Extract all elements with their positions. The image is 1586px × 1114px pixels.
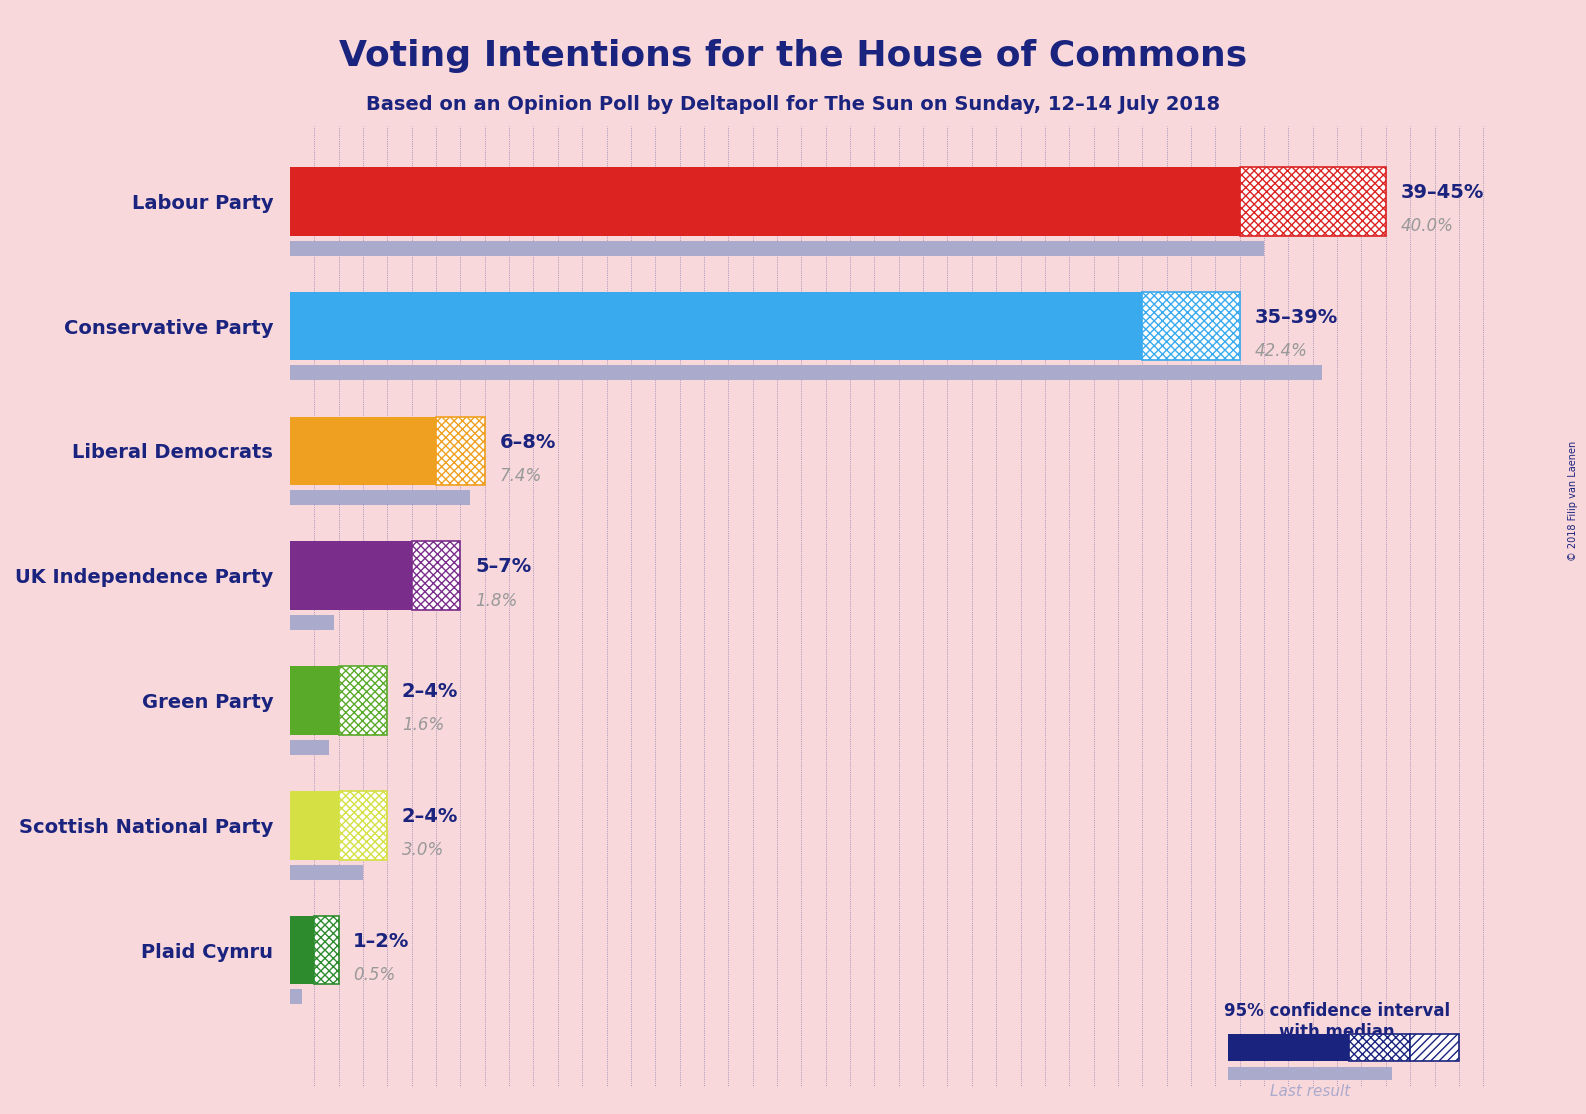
Bar: [290, 916, 314, 985]
Text: 95% confidence interval
with median: 95% confidence interval with median: [1224, 1003, 1450, 1042]
Text: 1.8%: 1.8%: [474, 592, 517, 609]
Bar: [1240, 167, 1386, 235]
Bar: [339, 666, 387, 735]
Bar: [1228, 1067, 1393, 1079]
Text: 1–2%: 1–2%: [354, 931, 409, 951]
Text: 39–45%: 39–45%: [1400, 183, 1484, 202]
Bar: [290, 541, 412, 610]
Text: Last result: Last result: [1269, 1084, 1350, 1098]
Bar: [290, 417, 436, 486]
Bar: [290, 241, 1264, 255]
Bar: [1350, 1034, 1410, 1062]
Bar: [290, 615, 333, 629]
Text: 5–7%: 5–7%: [474, 557, 531, 576]
Bar: [290, 167, 1240, 235]
Bar: [290, 365, 1323, 380]
Bar: [1228, 1034, 1350, 1062]
Text: 6–8%: 6–8%: [500, 432, 555, 451]
Bar: [412, 541, 460, 610]
Text: Based on an Opinion Poll by Deltapoll for The Sun on Sunday, 12–14 July 2018: Based on an Opinion Poll by Deltapoll fo…: [366, 95, 1220, 114]
Text: 3.0%: 3.0%: [401, 841, 444, 859]
Text: 7.4%: 7.4%: [500, 467, 541, 485]
Text: 40.0%: 40.0%: [1400, 217, 1453, 235]
Text: 2–4%: 2–4%: [401, 682, 458, 701]
Bar: [290, 666, 339, 735]
Bar: [339, 791, 387, 860]
Text: Voting Intentions for the House of Commons: Voting Intentions for the House of Commo…: [339, 39, 1247, 74]
Text: © 2018 Filip van Laenen: © 2018 Filip van Laenen: [1569, 441, 1578, 561]
Bar: [290, 864, 363, 880]
Bar: [290, 490, 469, 505]
Text: 42.4%: 42.4%: [1255, 342, 1307, 360]
Text: 35–39%: 35–39%: [1255, 307, 1337, 326]
Text: 1.6%: 1.6%: [401, 716, 444, 734]
Text: 0.5%: 0.5%: [354, 966, 395, 984]
Text: 2–4%: 2–4%: [401, 807, 458, 827]
Bar: [290, 292, 1142, 361]
Bar: [290, 791, 339, 860]
Bar: [290, 989, 301, 1005]
Bar: [436, 417, 485, 486]
Bar: [1410, 1034, 1459, 1062]
Bar: [1142, 292, 1240, 361]
Bar: [314, 916, 339, 985]
Bar: [290, 740, 328, 755]
